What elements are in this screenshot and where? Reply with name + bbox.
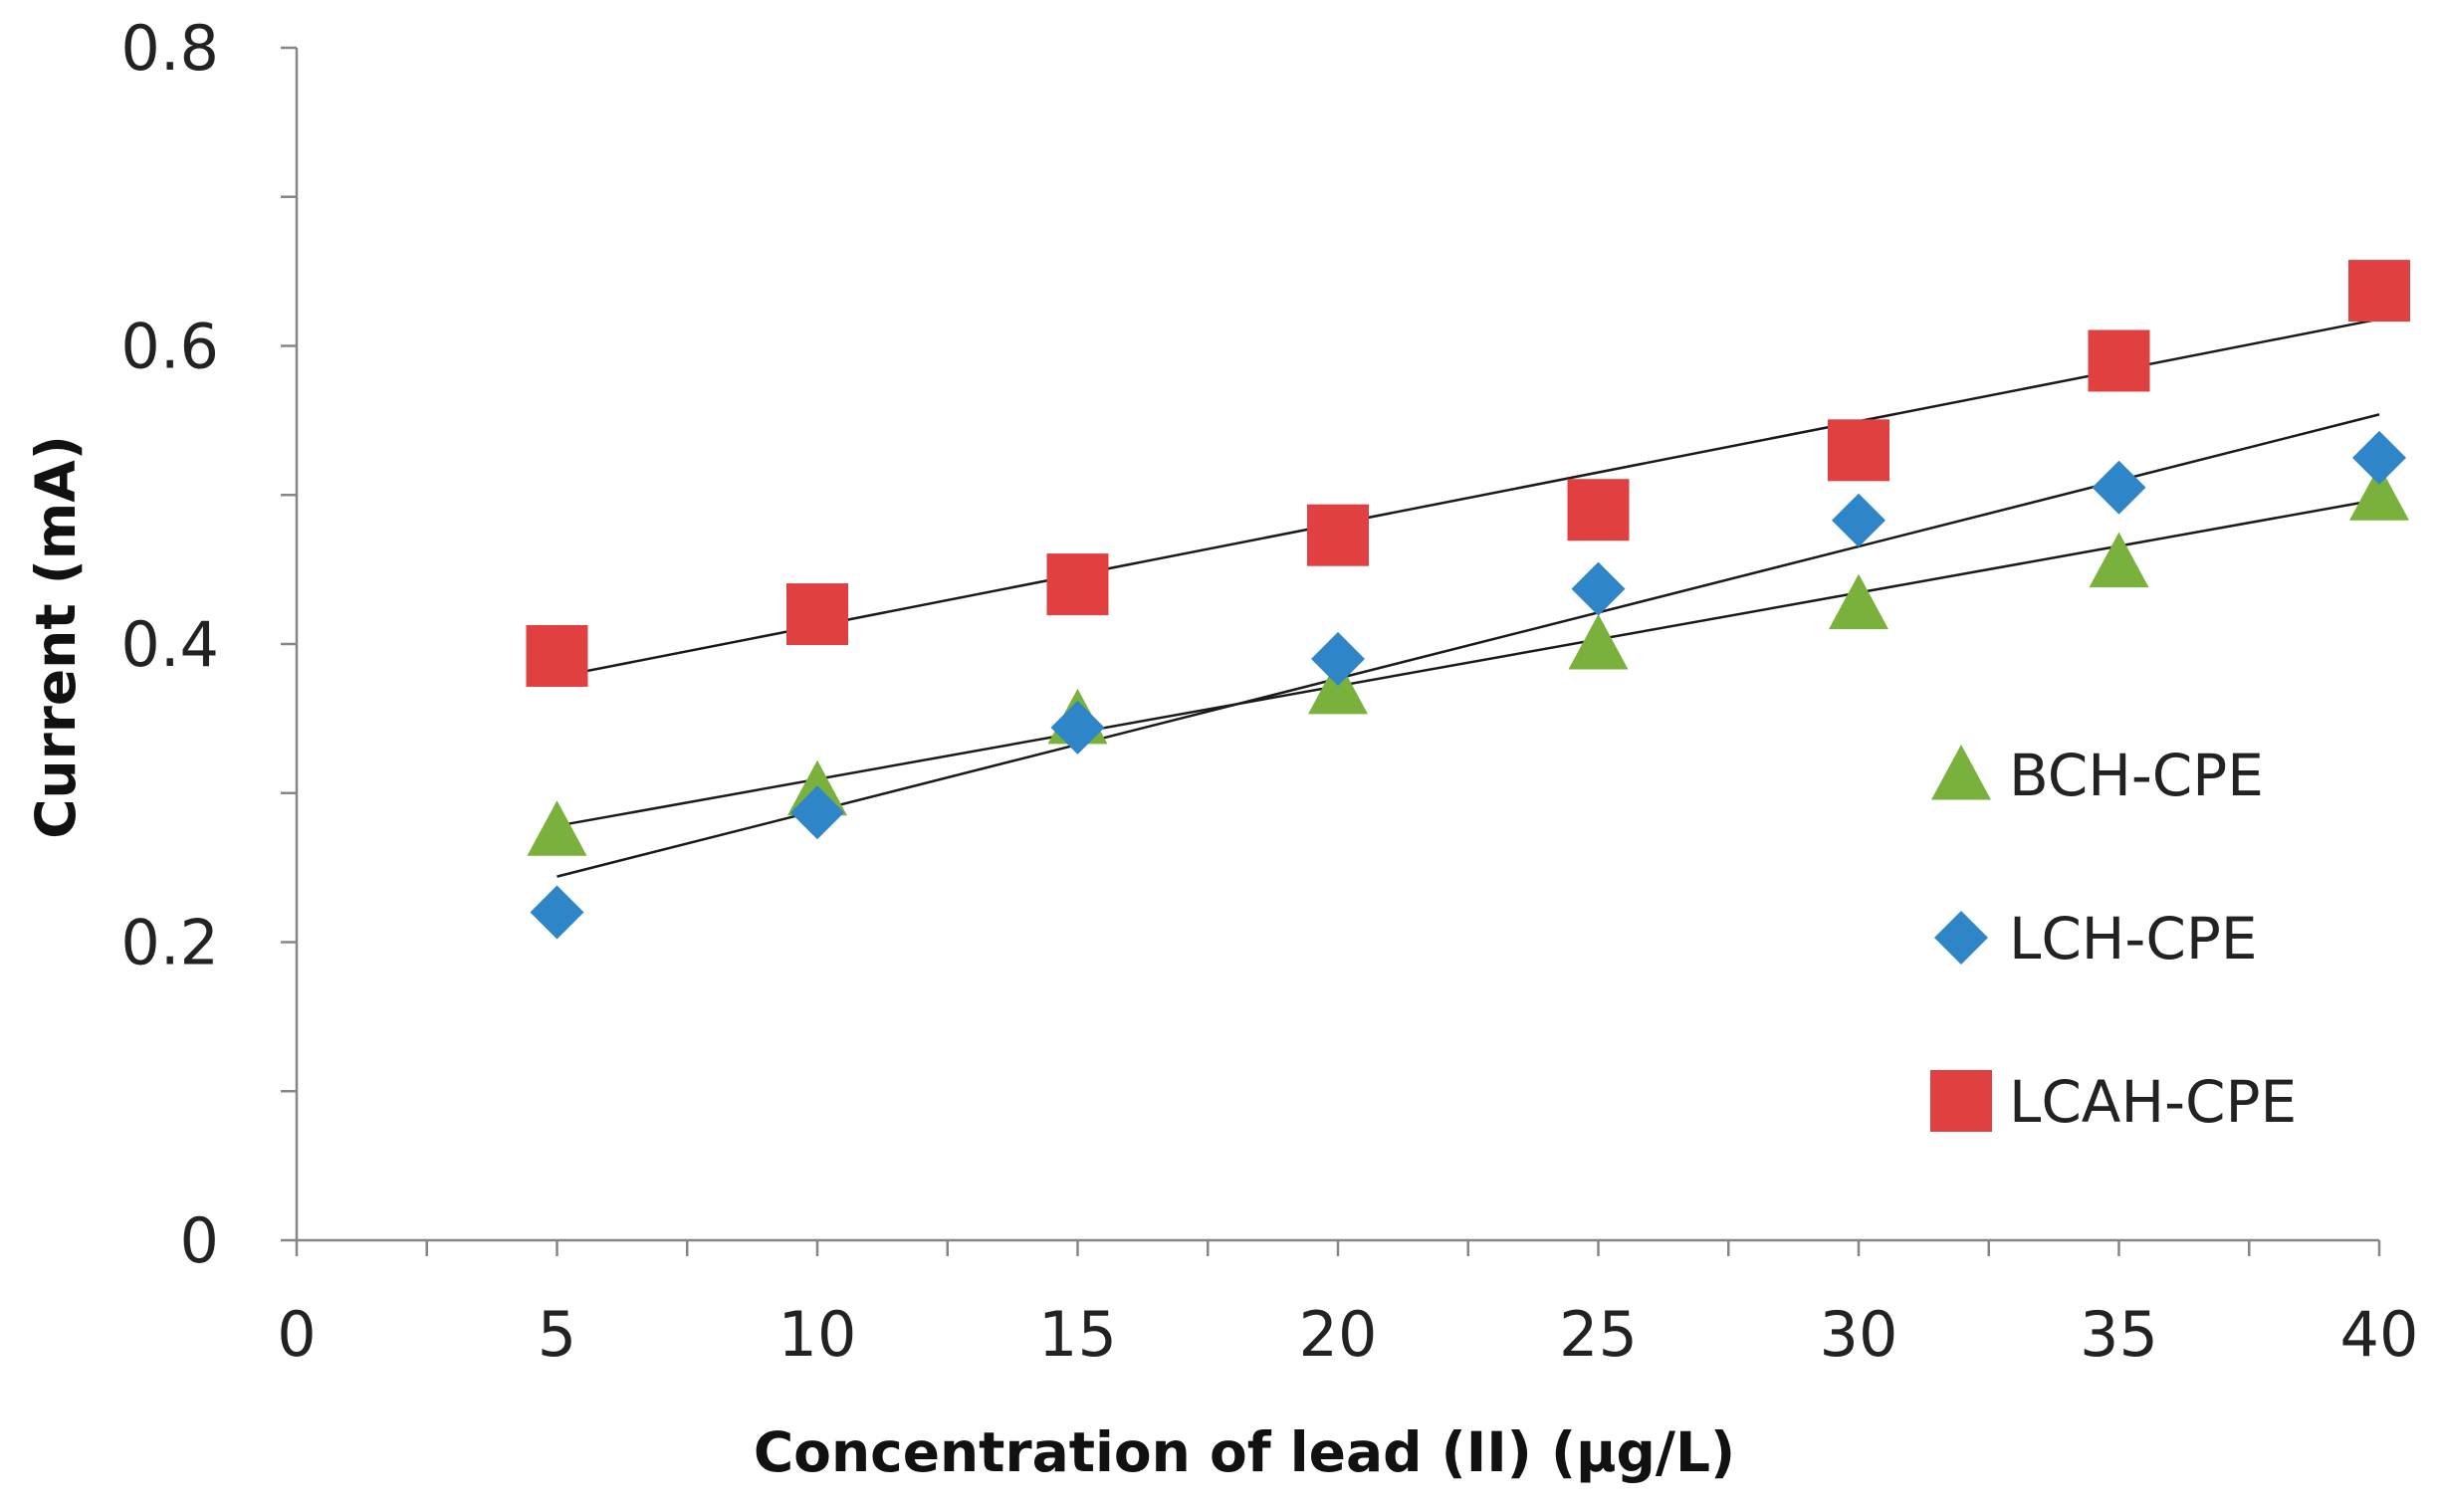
data-point-lcah-cpe	[1307, 504, 1369, 566]
data-point-lcah-cpe	[786, 583, 848, 646]
y-tick-label: 0	[180, 1204, 219, 1277]
data-point-lch-cpe	[1571, 561, 1626, 616]
y-tick-label: 0.6	[120, 311, 219, 383]
y-tick-label: 0.4	[120, 608, 219, 681]
trendline-bch-cpe	[556, 498, 2380, 827]
y-tick-label: 0.2	[120, 907, 219, 979]
data-point-lcah-cpe	[2088, 329, 2150, 392]
x-tick-label: 0	[277, 1298, 316, 1371]
data-point-lch-cpe	[2352, 430, 2406, 485]
legend-marker-lch-cpe	[1934, 911, 1988, 965]
data-point-bch-cpe	[1568, 614, 1629, 670]
legend: BCH-CPE LCH-CPE LCAH-CPE	[1930, 742, 2297, 1136]
y-axis-title: Current (mA)	[24, 435, 88, 839]
data-point-bch-cpe	[1308, 658, 1368, 715]
x-tick-label: 40	[2340, 1298, 2419, 1371]
data-point-lch-cpe	[1050, 700, 1105, 755]
x-axis-title: Concentration of lead (II) (µg/L)	[754, 1420, 1735, 1484]
legend-marker-lcah-cpe	[1930, 1070, 1992, 1132]
legend-label-bch-cpe: BCH-CPE	[2009, 742, 2264, 809]
legend-label-lcah-cpe: LCAH-CPE	[2009, 1068, 2297, 1136]
x-tick-label: 20	[1299, 1298, 1378, 1371]
trendline-lcah-cpe	[556, 318, 2380, 679]
data-point-bch-cpe	[1829, 573, 1888, 630]
y-tick-label: 0.8	[120, 12, 219, 85]
data-point-lch-cpe	[1311, 631, 1365, 686]
legend-marker-bch-cpe	[1931, 745, 1991, 800]
data-point-lcah-cpe	[1828, 419, 1889, 482]
data-point-lcah-cpe	[1567, 479, 1630, 541]
data-point-bch-cpe	[527, 800, 587, 856]
x-tick-label: 10	[778, 1298, 857, 1371]
x-tick-label: 5	[538, 1298, 576, 1371]
data-point-bch-cpe	[2089, 532, 2149, 588]
ticks: 0 0.2 0.4 0.6 0.8 0 5 10 15 20 25 30 35 40	[120, 12, 2418, 1371]
x-tick-label: 35	[2080, 1298, 2158, 1371]
data-point-lch-cpe	[1832, 493, 1885, 547]
data-point-lch-cpe	[790, 785, 844, 840]
x-tick-label: 15	[1038, 1298, 1117, 1371]
x-tick-label: 25	[1559, 1298, 1638, 1371]
trendline-lch-cpe	[556, 413, 2380, 878]
x-tick-label: 30	[1820, 1298, 1898, 1371]
data-point-lch-cpe	[530, 885, 584, 940]
data-point-lcah-cpe	[526, 624, 588, 687]
legend-label-lch-cpe: LCH-CPE	[2009, 905, 2257, 972]
data-point-lcah-cpe	[2348, 260, 2410, 323]
data-point-lch-cpe	[2092, 460, 2146, 515]
data-point-bch-cpe	[2349, 465, 2409, 521]
trendlines	[556, 318, 2380, 878]
data-points	[526, 260, 2410, 940]
data-point-lcah-cpe	[1046, 553, 1109, 616]
